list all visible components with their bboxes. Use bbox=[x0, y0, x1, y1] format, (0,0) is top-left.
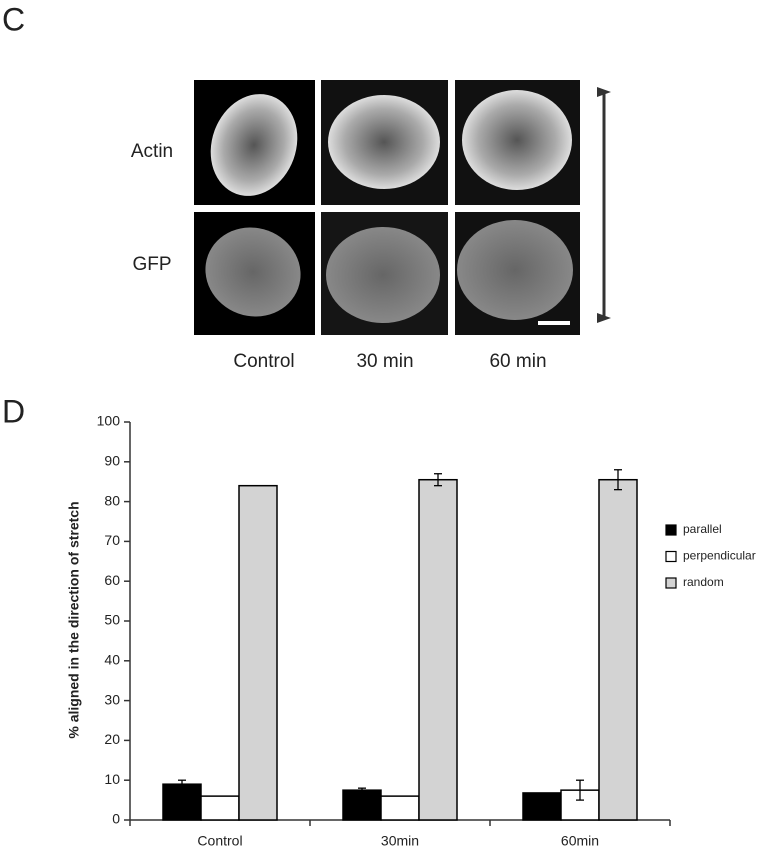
error-bar bbox=[576, 779, 584, 801]
error-bar bbox=[434, 473, 442, 487]
legend-label: random bbox=[683, 575, 724, 589]
panel-label: D bbox=[2, 393, 25, 429]
legend-label: parallel bbox=[683, 522, 722, 536]
y-tick-label: 70 bbox=[104, 532, 120, 548]
y-tick-label: 30 bbox=[104, 691, 120, 707]
bar bbox=[238, 484, 278, 821]
bar bbox=[522, 792, 562, 821]
y-tick-label: 60 bbox=[104, 572, 120, 588]
error-bar bbox=[178, 779, 186, 789]
x-tick-label: 60min bbox=[561, 833, 599, 849]
bar bbox=[380, 795, 420, 821]
legend-swatch bbox=[665, 550, 677, 563]
bar bbox=[342, 789, 382, 821]
error-bar bbox=[614, 469, 622, 491]
bar bbox=[162, 783, 202, 821]
y-tick-label: 20 bbox=[104, 731, 120, 747]
bar bbox=[598, 478, 638, 821]
y-tick-label: 10 bbox=[104, 771, 120, 787]
row-label: Actin bbox=[131, 141, 173, 162]
bar bbox=[200, 795, 240, 821]
y-tick-label: 50 bbox=[104, 612, 120, 628]
legend-swatch bbox=[665, 524, 677, 536]
error-bar bbox=[358, 787, 366, 793]
legend-swatch bbox=[665, 577, 677, 589]
column-label: Control bbox=[233, 351, 294, 372]
bar bbox=[418, 478, 458, 821]
y-tick-label: 90 bbox=[104, 453, 120, 469]
y-tick-label: 100 bbox=[97, 413, 121, 429]
micrographs bbox=[194, 80, 580, 335]
y-tick-label: 80 bbox=[104, 492, 120, 508]
x-tick-label: 30min bbox=[381, 833, 419, 849]
panel-label: C bbox=[2, 1, 25, 37]
y-tick-label: 40 bbox=[104, 652, 120, 668]
column-label: 60 min bbox=[489, 351, 546, 372]
column-label: 30 min bbox=[356, 351, 413, 372]
y-tick-label: 0 bbox=[112, 811, 120, 827]
legend-label: perpendicular bbox=[683, 549, 756, 563]
y-axis-label: % aligned in the direction of stretch bbox=[66, 501, 82, 738]
row-label: GFP bbox=[132, 254, 171, 275]
x-tick-label: Control bbox=[197, 833, 242, 849]
